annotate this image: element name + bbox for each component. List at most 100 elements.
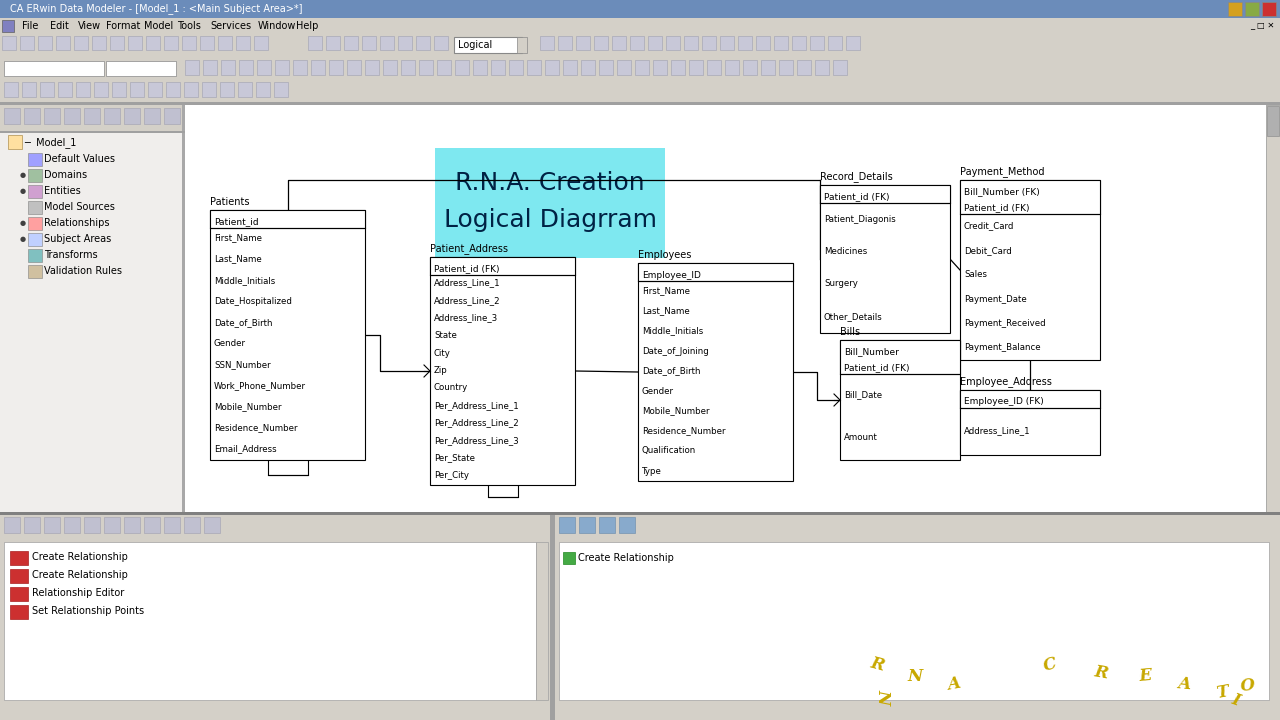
- Text: Date_of_Birth: Date_of_Birth: [643, 366, 700, 376]
- Bar: [131, 82, 143, 97]
- Text: Address_Line_1: Address_Line_1: [434, 279, 500, 287]
- Bar: [293, 60, 307, 75]
- Bar: [38, 36, 52, 50]
- Text: Domains: Domains: [44, 170, 87, 180]
- Bar: [0, 80, 1280, 102]
- Text: ●: ●: [20, 236, 26, 242]
- Bar: [210, 210, 365, 460]
- Bar: [599, 60, 613, 75]
- Bar: [435, 148, 666, 258]
- Text: Patient_Diagonis: Patient_Diagonis: [824, 215, 896, 223]
- Text: City: City: [434, 348, 451, 358]
- Bar: [28, 201, 42, 214]
- Text: Date_of_Birth: Date_of_Birth: [214, 318, 273, 327]
- Bar: [1262, 2, 1276, 16]
- Bar: [398, 36, 412, 50]
- Bar: [241, 526, 314, 530]
- Bar: [558, 36, 572, 50]
- Text: A: A: [1176, 675, 1192, 693]
- Text: Bill_Number (FK): Bill_Number (FK): [964, 187, 1039, 197]
- Bar: [739, 36, 753, 50]
- Bar: [204, 517, 220, 533]
- Text: Create Relationship: Create Relationship: [32, 570, 128, 580]
- Bar: [28, 153, 42, 166]
- Bar: [436, 60, 451, 75]
- Text: Per_City: Per_City: [434, 471, 468, 480]
- Bar: [724, 60, 739, 75]
- Text: Per_Address_Line_2: Per_Address_Line_2: [434, 418, 518, 428]
- Text: Patient_id (FK): Patient_id (FK): [964, 204, 1029, 212]
- Text: Last_Name: Last_Name: [643, 307, 690, 315]
- Bar: [416, 36, 430, 50]
- Text: Record_Details: Record_Details: [820, 171, 892, 182]
- Bar: [93, 82, 108, 97]
- Bar: [4, 61, 104, 76]
- Text: Create Relationship: Create Relationship: [579, 553, 673, 563]
- Text: Validation Rules: Validation Rules: [44, 266, 122, 276]
- Bar: [275, 60, 289, 75]
- Bar: [689, 60, 703, 75]
- Bar: [380, 36, 394, 50]
- Text: E: E: [1139, 667, 1152, 685]
- Bar: [28, 217, 42, 230]
- Bar: [774, 36, 788, 50]
- Bar: [164, 36, 178, 50]
- Text: Mobile_Number: Mobile_Number: [643, 407, 709, 415]
- Bar: [28, 169, 42, 182]
- Text: Bill_Date: Bill_Date: [844, 390, 882, 400]
- Bar: [556, 515, 1280, 720]
- Bar: [24, 108, 40, 124]
- Bar: [653, 60, 667, 75]
- Bar: [106, 61, 177, 76]
- Bar: [1266, 105, 1280, 530]
- Bar: [143, 108, 160, 124]
- Text: Bills: Bills: [840, 327, 860, 337]
- Bar: [960, 390, 1100, 455]
- Bar: [707, 60, 721, 75]
- Bar: [239, 60, 253, 75]
- Bar: [960, 390, 1100, 408]
- Text: First_Name: First_Name: [214, 233, 262, 243]
- Bar: [756, 36, 771, 50]
- Text: Logical Diagrram: Logical Diagrram: [443, 208, 657, 232]
- Bar: [143, 517, 160, 533]
- Bar: [204, 60, 218, 75]
- Bar: [22, 82, 36, 97]
- Text: Per_Address_Line_3: Per_Address_Line_3: [434, 436, 518, 445]
- Bar: [344, 36, 358, 50]
- Bar: [146, 36, 160, 50]
- Bar: [576, 36, 590, 50]
- Bar: [492, 60, 506, 75]
- Bar: [0, 18, 1280, 34]
- Bar: [820, 185, 950, 203]
- Bar: [10, 587, 28, 601]
- Text: Model: Model: [143, 21, 173, 31]
- Bar: [362, 36, 376, 50]
- Bar: [64, 108, 79, 124]
- Bar: [581, 60, 595, 75]
- Bar: [0, 105, 186, 530]
- Bar: [3, 20, 14, 32]
- Bar: [434, 36, 448, 50]
- Bar: [257, 60, 271, 75]
- Bar: [594, 36, 608, 50]
- Bar: [536, 542, 548, 700]
- Bar: [0, 102, 1280, 105]
- Bar: [4, 108, 20, 124]
- Bar: [840, 340, 960, 374]
- Bar: [517, 37, 527, 53]
- Text: Transforms: Transforms: [44, 250, 97, 260]
- Bar: [545, 60, 559, 75]
- Text: Set Relationship Points: Set Relationship Points: [32, 606, 145, 616]
- Text: Middle_Initials: Middle_Initials: [214, 276, 275, 284]
- Text: Payment_Received: Payment_Received: [964, 319, 1046, 328]
- Bar: [218, 36, 232, 50]
- Bar: [797, 60, 812, 75]
- Bar: [184, 517, 200, 533]
- Text: T: T: [1215, 683, 1230, 702]
- Text: View: View: [78, 21, 101, 31]
- Bar: [0, 34, 1280, 58]
- Text: Format: Format: [106, 21, 141, 31]
- Bar: [28, 233, 42, 246]
- Bar: [44, 108, 60, 124]
